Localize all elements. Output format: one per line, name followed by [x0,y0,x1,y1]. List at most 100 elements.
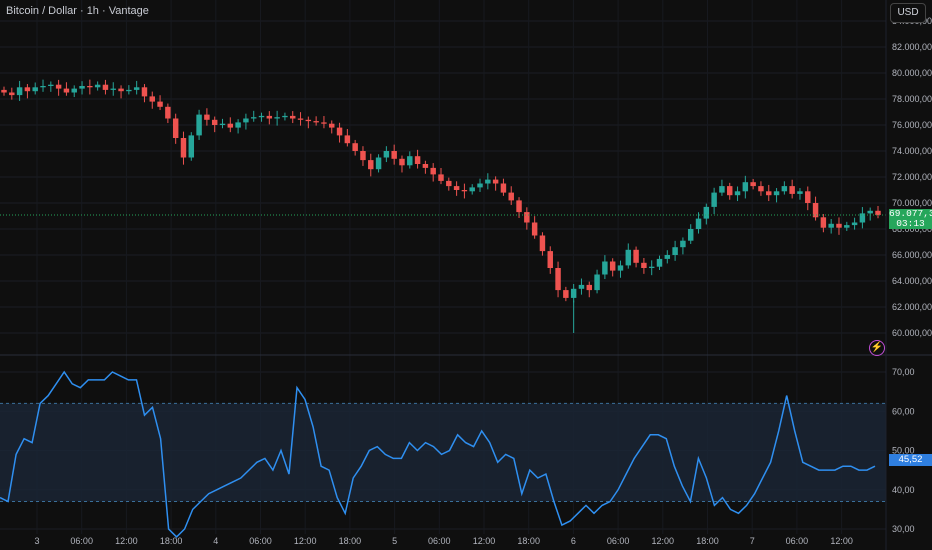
price-tick-label: 70.000,00 [892,198,932,208]
candlestick-series [1,79,881,333]
candle-body [258,115,265,118]
price-tick-label: 74.000,00 [892,146,932,156]
time-tick-label: 12:00 [294,536,317,546]
candle-body [500,183,507,193]
candle-body [750,182,756,187]
candle-body [469,187,475,192]
rsi-current-label: 45,52 [889,454,932,466]
candle-body [547,251,553,268]
rsi-axis[interactable]: 70,00 60,00 50,00 40,00 30,00 [892,367,915,534]
lightning-icon[interactable]: ⚡ [869,340,885,356]
currency-button[interactable]: USD [890,3,926,23]
time-tick-label: 06:00 [70,536,93,546]
candle-body [555,268,561,291]
candle-body [243,118,249,123]
candle-body [180,138,187,158]
candle-body [87,86,93,88]
candle-body [446,180,452,187]
candle-body [282,115,288,118]
candle-body [797,191,803,194]
candle-body [766,191,772,196]
rsi-band-fill [0,403,886,502]
candle-body [360,151,366,161]
candle-body [594,274,600,291]
candle-body [430,167,436,175]
candle-body [828,223,834,228]
candle-body [781,186,788,192]
current-price-value: 69.077,30 [889,208,932,219]
candle-body [727,186,733,196]
candle-body [110,88,116,90]
price-tick-label: 80.000,00 [892,68,932,78]
candle-body [687,229,694,241]
time-tick-label: 12:00 [652,536,675,546]
candle-body [391,151,397,159]
candle-body [55,84,62,89]
candle-body [219,123,226,125]
price-tick-label: 68.000,00 [892,224,932,234]
bar-countdown: 03:13 [896,218,925,229]
candle-body [149,96,155,102]
candle-body [336,127,343,136]
candle-body [648,266,655,268]
candle-body [524,212,530,223]
candle-body [516,200,522,213]
price-tick-label: 66.000,00 [892,250,932,260]
time-tick-label: 06:00 [786,536,809,546]
price-tick-label: 62.000,00 [892,302,932,312]
candle-body [570,288,577,298]
candle-body [196,114,202,136]
candle-body [79,86,85,89]
candle-body [352,143,358,151]
candle-body [126,89,132,92]
rsi-tick-label: 70,00 [892,367,915,377]
candle-body [211,119,218,125]
candle-body [141,87,148,97]
symbol-title[interactable]: Bitcoin / Dollar · 1h · Vantage [6,5,149,17]
time-tick-label: 12:00 [830,536,853,546]
candle-body [235,122,241,128]
candle-body [368,160,374,170]
candle-body [32,87,38,92]
candle-body [703,206,710,219]
candle-body [422,164,429,168]
candle-body [820,217,827,228]
candle-body [563,290,569,298]
candle-body [290,115,296,119]
rsi-tick-label: 60,00 [892,406,915,416]
current-price-label: 69.077,30 03:13 [889,209,932,229]
price-tick-label: 78.000,00 [892,94,932,104]
candle-body [602,261,608,275]
candle-body [641,262,647,268]
candle-body [157,101,163,107]
candle-body [625,249,632,266]
candle-body [48,84,54,86]
candle-body [492,179,499,184]
candle-body [9,92,15,96]
rsi-tick-label: 50,00 [892,446,915,456]
candle-body [313,121,319,123]
candle-body [836,223,842,228]
candle-body [344,135,351,144]
price-tick-label: 72.000,00 [892,172,932,182]
candle-body [461,190,468,192]
candle-body [172,118,179,138]
time-axis[interactable]: 3 06:00 12:00 18:00 4 06:00 12:00 18:00 5 06:00 12… [34,536,852,546]
time-tick-label: 06:00 [607,536,630,546]
candle-body [851,222,858,226]
candle-body [297,118,304,120]
candle-body [274,117,280,119]
candle-body [383,151,390,158]
candle-body [773,191,780,196]
candle-body [695,218,702,229]
candle-body [805,191,811,203]
candle-body [664,255,671,259]
candle-body [305,119,312,122]
rsi-tick-label: 30,00 [892,524,915,534]
candle-body [844,225,850,228]
price-tick-label: 82.000,00 [892,42,932,52]
candle-body [40,86,46,88]
price-axis[interactable]: 84.000,0082.000,0080.000,0078.000,0076.0… [892,16,932,338]
candle-body [63,88,70,93]
